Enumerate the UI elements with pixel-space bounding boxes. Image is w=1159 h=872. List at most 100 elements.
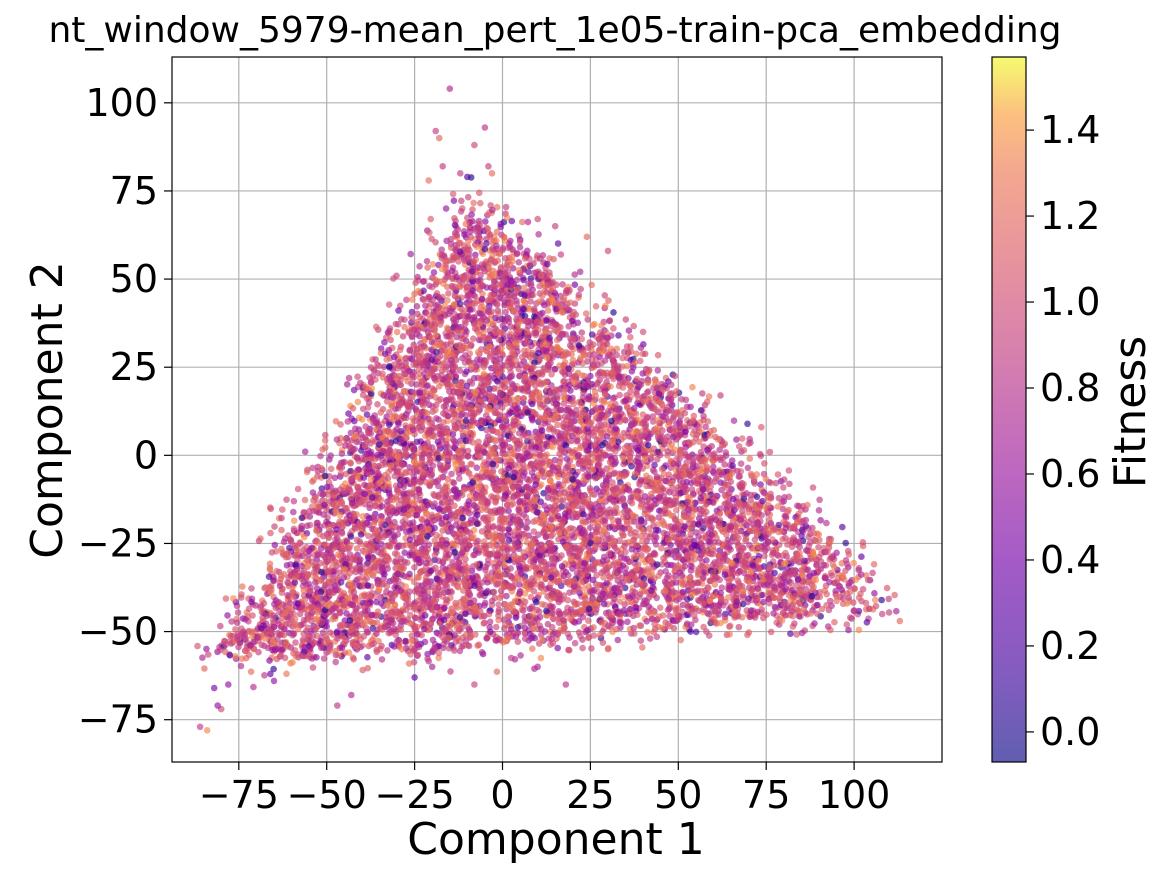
scatter-point [261,672,268,679]
scatter-point [416,263,423,270]
scatter-point [810,530,818,537]
scatter-point [774,471,782,478]
scatter-point [656,604,664,611]
scatter-point [470,335,477,343]
scatter-point [359,391,367,399]
scatter-point [327,465,335,473]
scatter-point [650,628,657,636]
scatter-point [872,602,880,610]
scatter-point [403,296,410,304]
scatter-point [456,475,463,482]
scatter-point [435,654,443,662]
scatter-point [744,464,752,472]
scatter-point [365,532,372,540]
scatter-point [379,374,387,381]
scatter-point [615,332,622,339]
scatter-point [507,654,515,662]
scatter-point [377,409,385,416]
scatter-point [445,290,452,297]
scatter-point [772,479,780,487]
scatter-point [591,586,598,594]
scatter-point [613,625,620,633]
scatter-point [442,205,450,212]
scatter-point [577,632,584,640]
scatter-point [746,455,754,462]
scatter-point [782,585,790,593]
scatter-point [816,496,823,504]
scatter-point [637,637,645,644]
scatter-point [278,589,286,596]
scatter-point [520,284,528,292]
scatter-point [523,525,531,532]
scatter-point [591,428,598,436]
scatter-point [623,362,631,370]
scatter-point [614,636,622,644]
scatter-point [388,402,395,409]
scatter-point [278,526,285,534]
scatter-point [590,624,597,631]
scatter-point [564,461,572,469]
scatter-point [350,386,358,394]
scatter-point [745,440,752,448]
scatter-point [814,601,821,609]
scatter-point [367,378,375,386]
scatter-point [653,633,661,641]
scatter-point [428,235,436,243]
scatter-point [424,415,432,423]
scatter-point [586,485,594,492]
scatter-point [590,632,598,639]
scatter-point [601,292,609,299]
scatter-point [521,255,529,262]
scatter-point [730,495,737,503]
scatter-point [396,346,404,354]
scatter-point [199,654,206,661]
scatter-point [322,444,329,451]
scatter-point [805,533,812,541]
scatter-point [780,498,788,505]
scatter-point [234,609,242,616]
scatter-point [414,310,421,318]
scatter-point [504,501,511,509]
scatter-point [809,484,817,491]
scatter-point [268,549,276,556]
scatter-point [885,595,892,603]
scatter-point [756,450,764,458]
scatter-point [475,641,483,649]
scatter-point [592,303,600,310]
scatter-point [878,596,885,604]
scatter-point [194,642,201,650]
scatter-point [554,240,562,247]
scatter-point [815,544,822,551]
scatter-point [845,626,852,634]
scatter-point [345,374,353,382]
scatter-point [870,561,878,568]
scatter-point [687,628,694,635]
scatter-point [891,591,898,599]
scatter-point [402,414,410,422]
scatter-point [266,657,273,664]
scatter-point [458,197,465,205]
scatter-point [554,644,561,652]
scatter-point [758,423,765,431]
scatter-point [839,523,846,531]
scatter-point [627,333,634,341]
scatter-point [369,372,377,380]
scatter-point [290,517,298,524]
scatter-point [858,553,865,560]
scatter-point [639,644,646,651]
scatter-point [483,524,490,532]
scatter-point [332,658,340,666]
scatter-point [402,637,409,645]
scatter-point [588,645,595,652]
scatter-point [474,408,482,416]
scatter-point [347,533,355,540]
scatter-point [203,645,210,653]
scatter-point [290,508,297,516]
scatter-point [414,273,421,281]
scatter-point [413,303,421,310]
scatter-point [462,320,469,327]
scatter-point [842,557,850,564]
scatter-point [509,500,517,507]
scatter-point [527,298,534,305]
